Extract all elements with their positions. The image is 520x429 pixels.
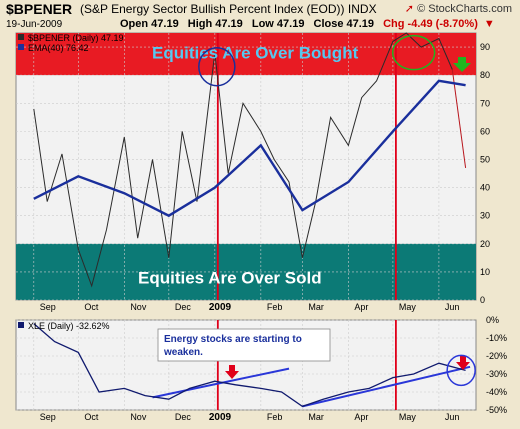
xle-xtick-label: Apr [354,412,368,422]
bp-ytick-label: 30 [480,211,490,221]
xle-xtick-label: Oct [84,412,99,422]
index-name: (S&P Energy Sector Bullish Percent Index… [80,2,377,16]
xle-ytick-label: -20% [486,351,507,361]
xle-ytick-label: 0% [486,315,499,325]
xle-xtick-label: Dec [175,412,192,422]
trend-arrow-icon: ➚ [404,3,415,15]
xle-trendline [302,365,471,408]
highlight-circle [446,354,476,387]
xle-series-line [33,323,466,408]
down-arrow-icon: ▼ [483,18,495,30]
xle-legend-swatch [18,322,24,328]
xle-xtick-label: Feb [267,412,283,422]
bp-ytick-label: 20 [480,239,490,249]
annotation-text-line1: Energy stocks are starting to [164,334,302,345]
bp-xtick-year: 2009 [209,302,232,313]
xle-xtick-label: Nov [130,412,147,422]
bp-xtick-label: Oct [84,302,99,312]
ema-legend-swatch [18,44,24,50]
exchange-label: INDX [347,2,377,16]
xle-ytick-label: -30% [486,369,507,379]
stockcharts-brand[interactable]: ➚ © StockCharts.com [405,2,512,15]
bp-ytick-label: 70 [480,98,490,108]
highlight-circle [391,34,436,71]
bp-series-line [33,32,453,288]
highlight-circle [198,46,236,87]
bp-ytick-label: 10 [480,267,490,277]
bp-ytick-label: 80 [480,70,490,80]
xle-xtick-year: 2009 [209,412,232,423]
date-label: 19-Jun-2009 [6,19,63,30]
bp-series-line-recent [451,69,467,168]
open-value: Open 47.19 [120,18,179,30]
red-down-arrow-icon [225,365,239,379]
bp-xtick-label: Sep [40,302,56,312]
low-value: Low 47.19 [251,18,305,30]
xle-xtick-label: Mar [308,412,324,422]
oversold-label: Equities Are Over Sold [138,269,322,288]
bp-xtick-label: Dec [175,302,192,312]
bp-xtick-label: Jun [445,302,460,312]
bp-ytick-label: 60 [480,126,490,136]
annotation-text-line2: weaken. [163,347,203,358]
bp-legend-label: $BPENER (Daily) 47.19 [28,33,124,43]
bp-ytick-label: 0 [480,295,485,305]
ema-legend-label: EMA(40) 76.42 [28,43,89,53]
brand-label: © StockCharts.com [417,3,512,15]
ema-series-line [33,79,466,218]
index-title: (S&P Energy Sector Bullish Percent Index… [80,2,345,16]
xle-ytick-label: -40% [486,387,507,397]
bp-xtick-label: Mar [308,302,324,312]
bp-ytick-label: 90 [480,42,490,52]
bp-legend-swatch [18,34,24,40]
red-down-arrow-icon [456,356,470,370]
bp-ytick-label: 50 [480,154,490,164]
xle-xtick-label: Sep [40,412,56,422]
bp-xtick-label: Nov [130,302,147,312]
bp-xtick-label: May [399,302,417,312]
high-value: High 47.19 [187,18,243,30]
xle-ytick-label: -50% [486,405,507,415]
xle-legend-label: XLE (Daily) -32.62% [28,321,110,331]
xle-trendline [152,367,290,399]
price-stats: Open 47.19 High 47.19 Low 47.19 Close 47… [120,18,501,30]
annotation-box [157,328,331,362]
chart-header: $BPENER (S&P Energy Sector Bullish Perce… [0,0,520,32]
close-value: Close 47.19 [313,18,375,30]
change-value: Chg -4.49 (-8.70%) [383,18,478,30]
overbought-label: Equities Are Over Bought [152,44,359,63]
xle-xtick-label: May [399,412,417,422]
symbol-label: $BPENER [6,1,73,17]
bp-xtick-label: Apr [354,302,368,312]
bp-ytick-label: 40 [480,183,490,193]
xle-ytick-label: -10% [486,333,507,343]
bp-xtick-label: Feb [267,302,283,312]
green-down-arrow-icon [453,57,471,72]
xle-xtick-label: Jun [445,412,460,422]
